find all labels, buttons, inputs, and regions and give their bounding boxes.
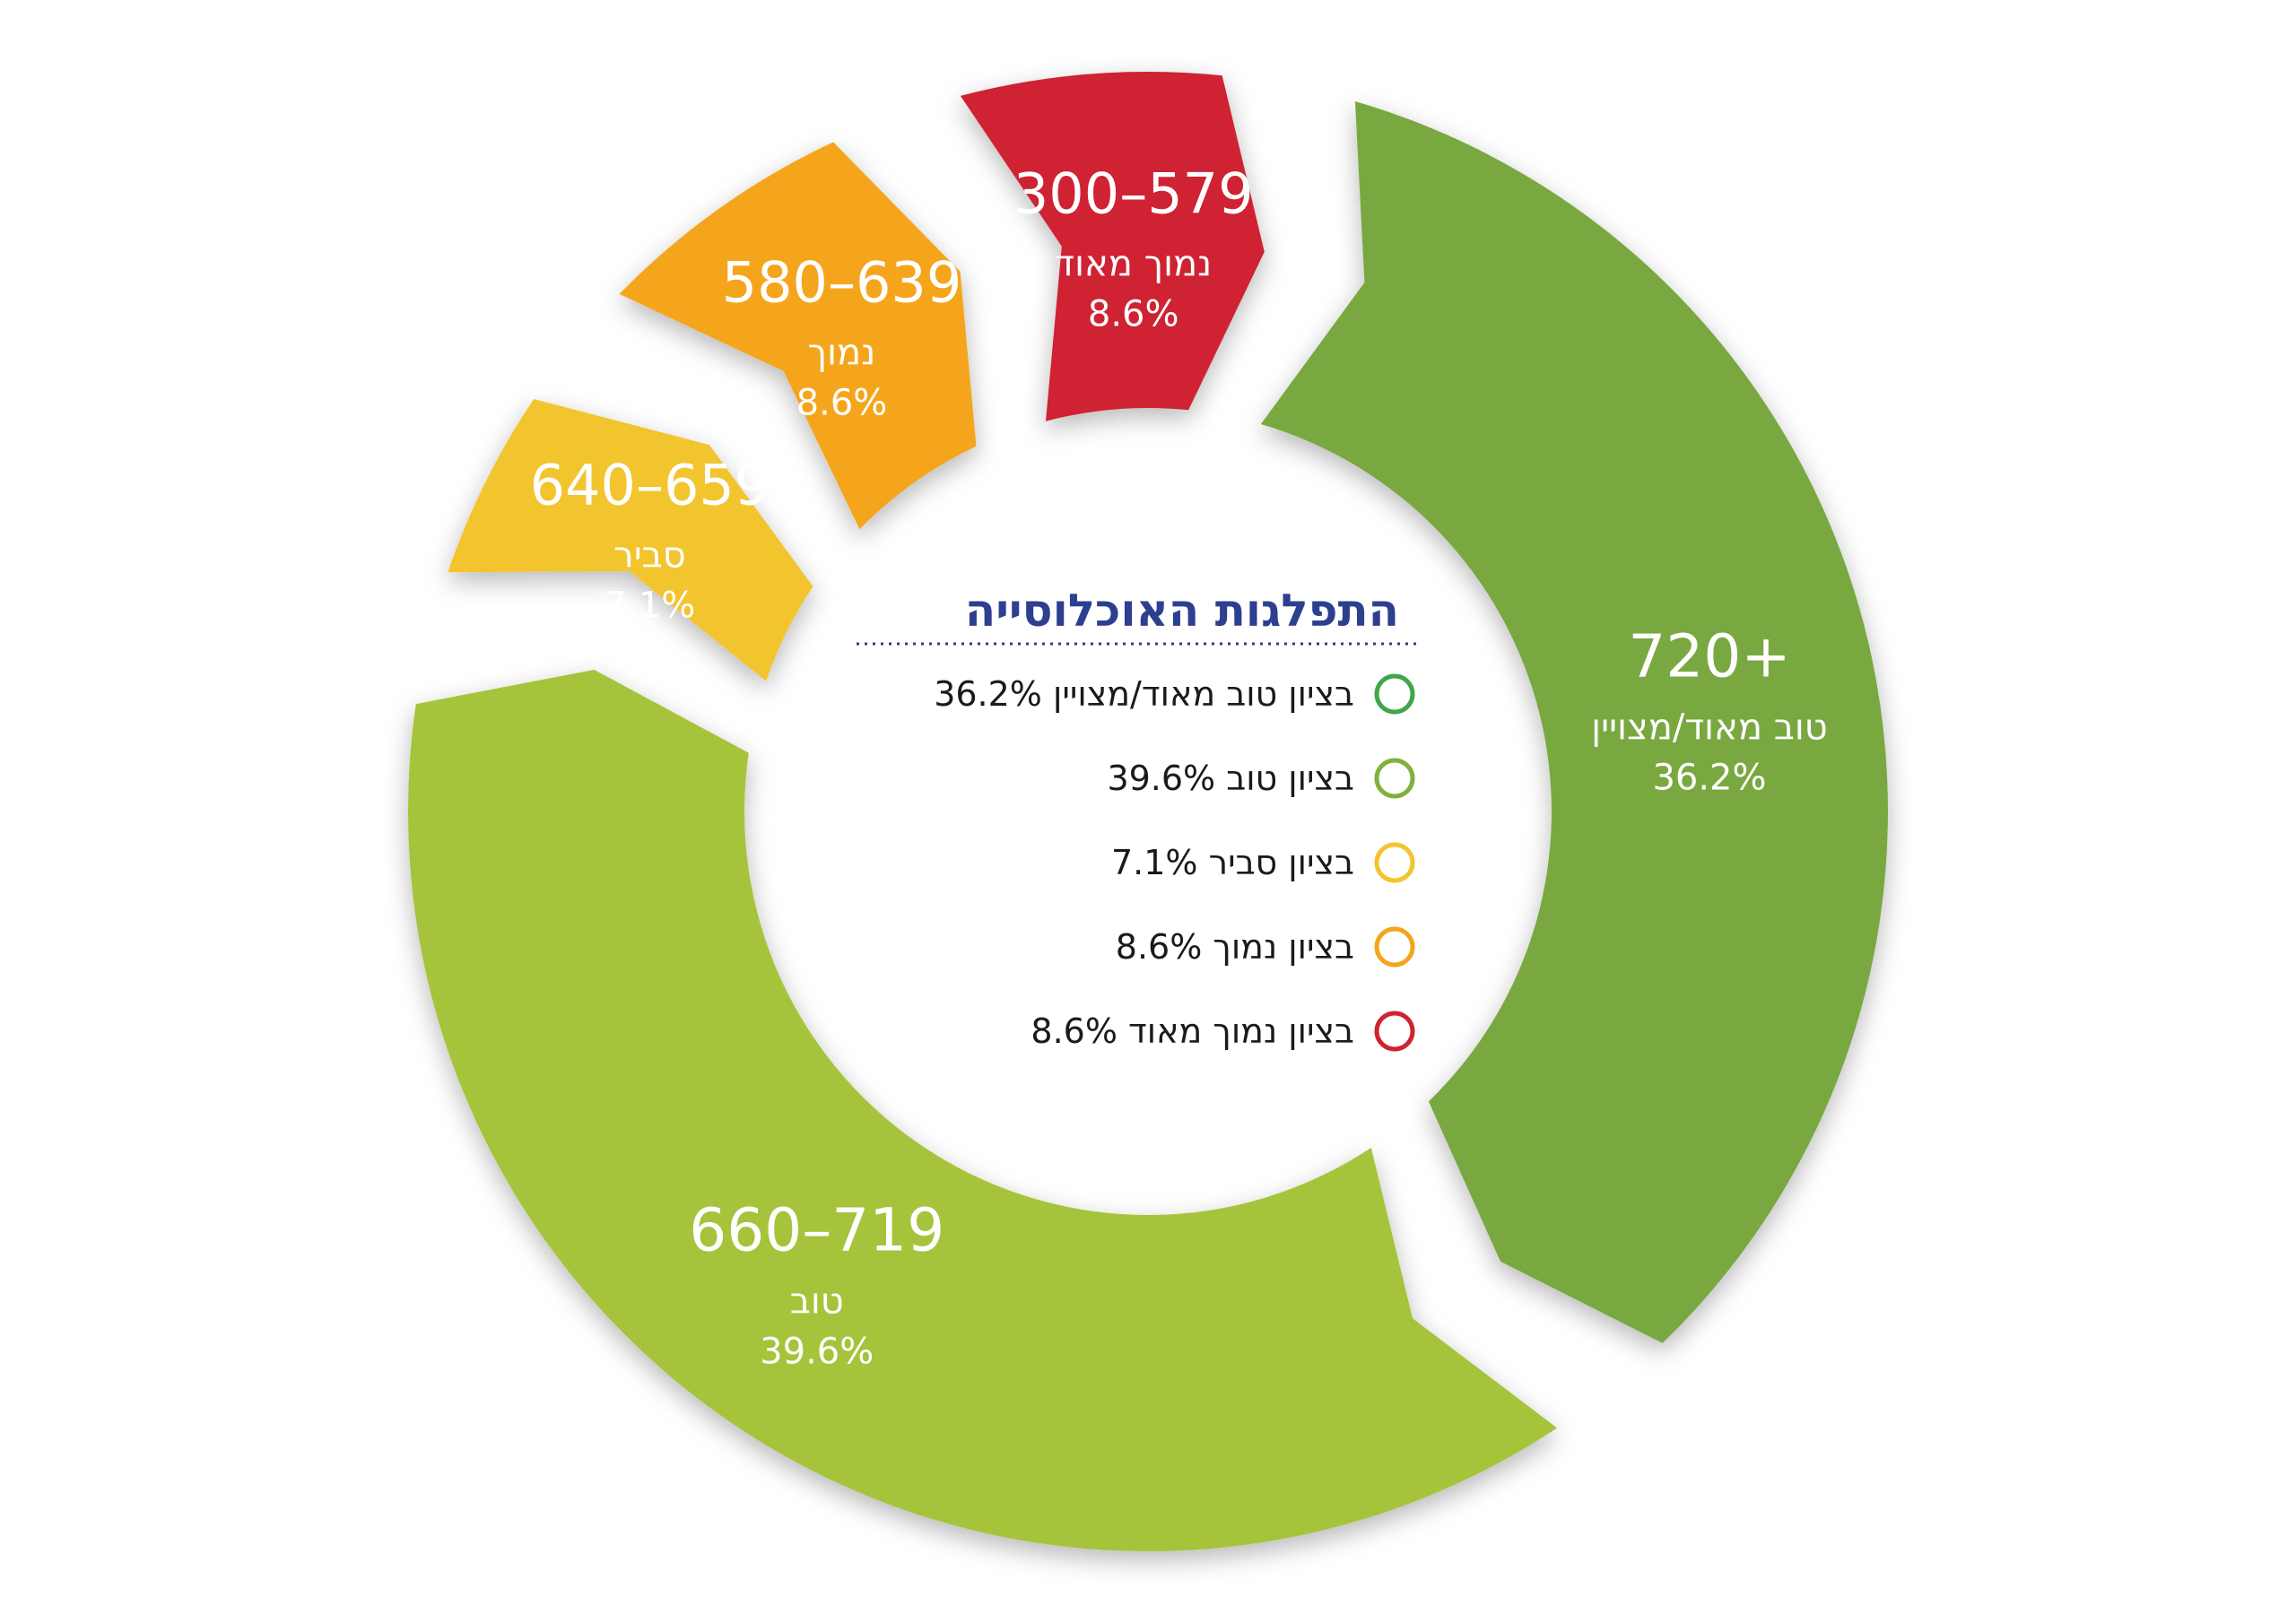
legend-item-2: 39.6% בציון טוב	[1107, 759, 1354, 798]
segment-1	[1260, 101, 1889, 1343]
segment-3-label: סביר	[613, 534, 686, 576]
ring-segments	[408, 72, 1889, 1552]
legend-item-4: 8.6% בציון נמוך	[1116, 927, 1354, 967]
legend-marker-4	[1374, 926, 1415, 968]
segment-1-range: 720+	[1628, 621, 1790, 690]
legend-item-1: 36.2% בציון טוב מאוד/מצויין	[934, 674, 1354, 714]
segment-5-range: 300–579	[1013, 161, 1254, 227]
segment-4-percent: 8.6%	[796, 383, 888, 424]
segment-2	[408, 669, 1558, 1552]
segment-5-label: נמוך מאוד	[1055, 244, 1212, 285]
segment-5	[960, 72, 1265, 421]
segment-3-percent: 7.1%	[604, 585, 696, 626]
legend-marker-1	[1374, 673, 1415, 715]
segment-3-range: 640–659	[530, 452, 770, 517]
segment-4-label: נמוך	[808, 333, 876, 374]
legend: התפלגות האוכלוסייה 36.2% בציון טוב מאוד/…	[857, 585, 1417, 1052]
segment-1-percent: 36.2%	[1652, 757, 1766, 798]
ring-segment-labels: 720+ טוב מאוד/מצויין 36.2% 660–719 טוב 39.6% 6…	[530, 161, 1828, 1373]
segment-1-label: טוב מאוד/מצויין	[1591, 707, 1827, 748]
legend-item-5: 8.6% בציון נמוך מאוד	[1031, 1011, 1354, 1051]
legend-title: התפלגות האוכלוסייה	[965, 585, 1399, 637]
segment-2-label: טוב	[790, 1281, 844, 1323]
segment-4-range: 580–639	[722, 250, 962, 316]
legend-marker-5	[1374, 1011, 1415, 1052]
segment-5-percent: 8.6%	[1088, 294, 1179, 335]
segment-3	[448, 399, 813, 681]
legend-marker-3	[1374, 842, 1415, 883]
legend-marker-2	[1374, 758, 1415, 799]
legend-items: 36.2% בציון טוב מאוד/מצויין 39.6% בציון ט…	[934, 673, 1415, 1052]
segment-2-range: 660–719	[689, 1196, 944, 1265]
segment-4	[619, 142, 977, 530]
legend-item-3: 7.1% בציון סביר	[1111, 843, 1354, 882]
segment-2-percent: 39.6%	[760, 1332, 874, 1373]
